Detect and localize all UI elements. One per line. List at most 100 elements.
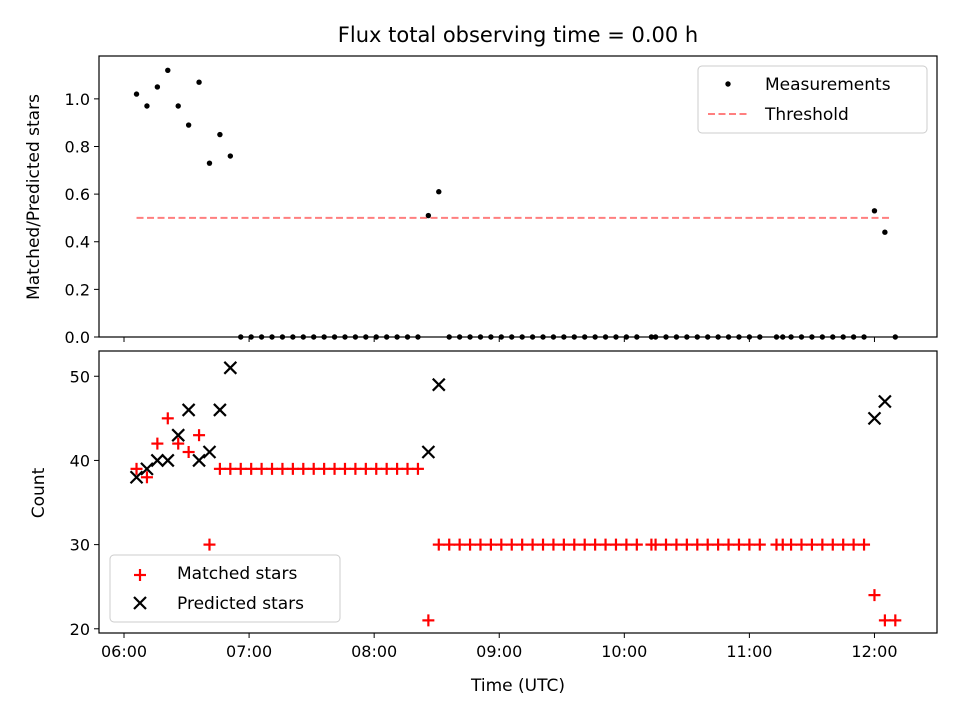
measurement-point-39 [540, 334, 546, 340]
measurement-point-22 [363, 334, 369, 340]
measurement-point-28 [425, 212, 432, 219]
measurement-point-13 [269, 334, 275, 340]
measurement-point-6 [196, 79, 202, 85]
matched-star-point-45 [599, 538, 612, 551]
matched-star-point-1 [140, 471, 153, 484]
measurement-point-37 [519, 334, 525, 340]
measurement-point-35 [498, 334, 505, 340]
predicted-star-point-10 [421, 445, 436, 459]
measurement-point-34 [488, 334, 494, 340]
measurement-point-1 [144, 103, 150, 109]
matched-star-point-12 [255, 462, 268, 475]
measurement-point-51 [663, 334, 669, 340]
measurement-point-44 [592, 334, 598, 340]
measurement-point-71 [871, 208, 878, 214]
counts-x-tick-label-2: 08:00 [351, 642, 397, 661]
matched-star-point-16 [297, 462, 310, 475]
measurement-point-20 [342, 334, 348, 340]
matched-star-point-17 [307, 462, 320, 475]
matched-star-point-11 [245, 462, 258, 475]
matched-star-point-55 [701, 538, 714, 551]
counts-x-tick-label-1: 07:00 [226, 642, 272, 661]
matched-star-point-33 [474, 538, 487, 551]
measurement-point-0 [133, 91, 140, 97]
matched-star-point-24 [380, 462, 393, 475]
ratio-y-tick-label-3: 0.6 [65, 185, 90, 204]
matched-star-point-20 [338, 462, 351, 475]
ratio-legend-box [697, 65, 928, 134]
measurement-point-69 [850, 334, 857, 340]
measurement-point-48 [634, 334, 640, 340]
measurement-point-53 [684, 334, 690, 340]
counts-x-tick-label-3: 09:00 [476, 642, 522, 661]
predicted-star-point-11 [432, 377, 446, 392]
counts-y-ticks: 20 30 40 50 [70, 367, 99, 639]
matched-star-point-30 [443, 538, 456, 551]
matched-star-point-71 [868, 589, 881, 602]
matched-star-point-60 [753, 538, 766, 551]
matched-star-point-39 [537, 538, 550, 551]
matched-star-point-63 [785, 538, 798, 551]
measurement-point-27 [415, 334, 421, 340]
ratio-y-tick-label-2: 0.4 [65, 233, 90, 252]
measurement-point-43 [582, 334, 588, 340]
measurement-point-23 [373, 334, 379, 340]
matched-star-point-4 [172, 437, 185, 450]
ratio-y-tick-label-4: 0.8 [65, 137, 90, 156]
matched-star-point-40 [547, 538, 560, 551]
predicted-star-point-2 [150, 453, 165, 468]
counts-y-axis-label: Count [29, 467, 49, 518]
matched-star-point-6 [193, 429, 206, 442]
predicted-star-point-4 [171, 428, 185, 442]
predicted-star-point-6 [192, 453, 206, 468]
measurement-point-55 [704, 334, 711, 340]
matched-star-point-37 [516, 538, 529, 551]
matched-star-point-7 [203, 538, 216, 551]
matched-star-point-53 [680, 538, 693, 551]
counts-x-axis-label: Time (UTC) [470, 676, 565, 696]
matched-star-point-69 [847, 538, 860, 551]
predicted-star-point-12 [867, 411, 882, 426]
matched-star-point-5 [182, 446, 195, 459]
ratio-marks [133, 67, 899, 340]
measurement-point-31 [456, 334, 463, 340]
matched-star-point-14 [276, 462, 289, 475]
measurement-point-3 [165, 67, 171, 73]
matched-star-point-31 [453, 538, 466, 551]
measurement-point-52 [673, 334, 680, 340]
measurement-point-73 [892, 334, 899, 340]
measurement-point-36 [509, 334, 515, 340]
matched-star-point-52 [670, 538, 683, 551]
matched-star-point-66 [816, 538, 829, 551]
matched-star-point-38 [526, 538, 539, 551]
measurement-point-9 [227, 153, 234, 159]
legend-marker-matched-stars [134, 569, 146, 581]
measurement-point-16 [300, 334, 306, 340]
counts-y-tick-label-0: 20 [70, 620, 90, 639]
legend-marker-predicted-stars [133, 596, 147, 610]
measurement-point-64 [798, 334, 805, 340]
predicted-star-point-3 [161, 453, 175, 468]
predicted-star-point-0 [129, 470, 144, 485]
measurement-point-26 [404, 334, 411, 340]
measurement-point-49 [648, 334, 655, 340]
legend-marker-measurements [725, 81, 731, 87]
legend-label-threshold: Threshold [764, 105, 849, 125]
measurement-point-66 [819, 334, 826, 340]
measurement-point-54 [694, 334, 700, 340]
measurement-point-45 [602, 334, 609, 340]
legend-label-measurements: Measurements [765, 75, 891, 95]
measurement-point-68 [840, 334, 846, 340]
predicted-star-point-8 [213, 403, 227, 417]
plot-area-counts [98, 350, 938, 634]
ratio-y-tick-label-1: 0.2 [65, 280, 90, 299]
counts-y-tick-label-2: 40 [70, 451, 90, 470]
matched-star-point-70 [858, 538, 871, 551]
matched-star-point-23 [370, 462, 383, 475]
plot-area-ratio [98, 55, 938, 338]
measurement-point-32 [467, 334, 473, 340]
measurement-point-17 [311, 334, 317, 340]
counts-legend: Matched stars Predicted stars [109, 554, 341, 623]
matched-star-point-28 [422, 614, 435, 627]
panel-ratio: 0.0 0.2 0.4 0.6 0.8 1.0 Matched/Predicted sta… [24, 55, 938, 347]
